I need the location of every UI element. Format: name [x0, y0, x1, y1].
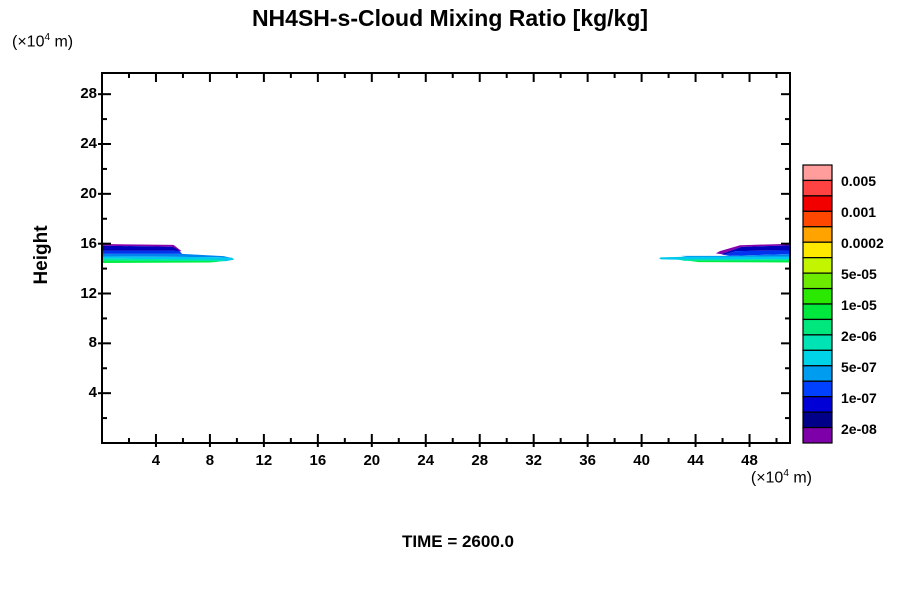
- x-tick-label: 20: [363, 452, 381, 469]
- colorbar-label: 0.005: [841, 173, 877, 189]
- time-label: TIME = 2600.0: [402, 532, 514, 551]
- left-cloud-band-layer: [102, 253, 233, 258]
- y-tick-label: 8: [88, 334, 97, 352]
- right-cloud-band-layer: [676, 259, 790, 261]
- x-tick-label: 4: [151, 452, 161, 469]
- left-cloud-band-layer: [102, 244, 182, 252]
- colorbar-label: 5e-05: [841, 266, 877, 282]
- colorbar-label: 1e-05: [841, 297, 877, 313]
- colorbar-cell: [802, 426, 833, 444]
- left-cloud-band-layer: [102, 245, 179, 251]
- colorbar-label: 0.0002: [841, 235, 884, 251]
- x-tick-label: 32: [525, 452, 543, 469]
- right-cloud-band-layer: [687, 260, 790, 263]
- y-tick-label: 4: [88, 384, 97, 402]
- colorbar-label: 0.001: [841, 204, 877, 220]
- y-tick-label: 28: [80, 85, 97, 103]
- left-cloud-band-layer: [102, 258, 227, 262]
- right-cloud-band-layer: [721, 245, 790, 255]
- y-tick-label: 24: [80, 135, 97, 152]
- left-cloud-band-layer: [102, 256, 235, 262]
- y-tick-label: 20: [80, 184, 97, 202]
- y-axis-title: Height: [31, 225, 52, 285]
- colorbar-label: 2e-08: [841, 421, 877, 437]
- right-cloud-band-layer: [715, 243, 790, 255]
- y-tick-label: 16: [80, 234, 97, 252]
- x-tick-label: 48: [741, 452, 758, 469]
- left-cloud-band-layer: [102, 260, 220, 263]
- right-cloud-band-layer: [723, 250, 790, 256]
- y-tick-label: 12: [80, 284, 97, 302]
- x-tick-label: 24: [417, 452, 435, 469]
- left-cloud-band-layer: [102, 250, 183, 254]
- x-axis-unit-label: (×104 m): [750, 468, 812, 487]
- x-tick-label: 44: [687, 452, 704, 469]
- y-axis-unit-label: (×104 m): [12, 32, 74, 51]
- right-cloud-band-layer: [659, 256, 790, 260]
- x-tick-label: 28: [471, 452, 489, 469]
- right-cloud-band-layer: [680, 254, 790, 258]
- x-tick-label: 8: [205, 452, 215, 469]
- page-title: NH4SH-s-Cloud Mixing Ratio [kg/kg]: [251, 5, 649, 31]
- x-tick-label: 36: [579, 452, 596, 469]
- x-tick-label: 40: [633, 452, 650, 469]
- colorbar-label: 5e-07: [841, 359, 877, 375]
- plot-frame: [101, 72, 791, 444]
- colorbar-label: 2e-06: [841, 328, 877, 344]
- x-tick-label: 16: [309, 452, 327, 469]
- colorbar-label: 1e-07: [841, 390, 877, 406]
- x-tick-label: 12: [255, 452, 273, 469]
